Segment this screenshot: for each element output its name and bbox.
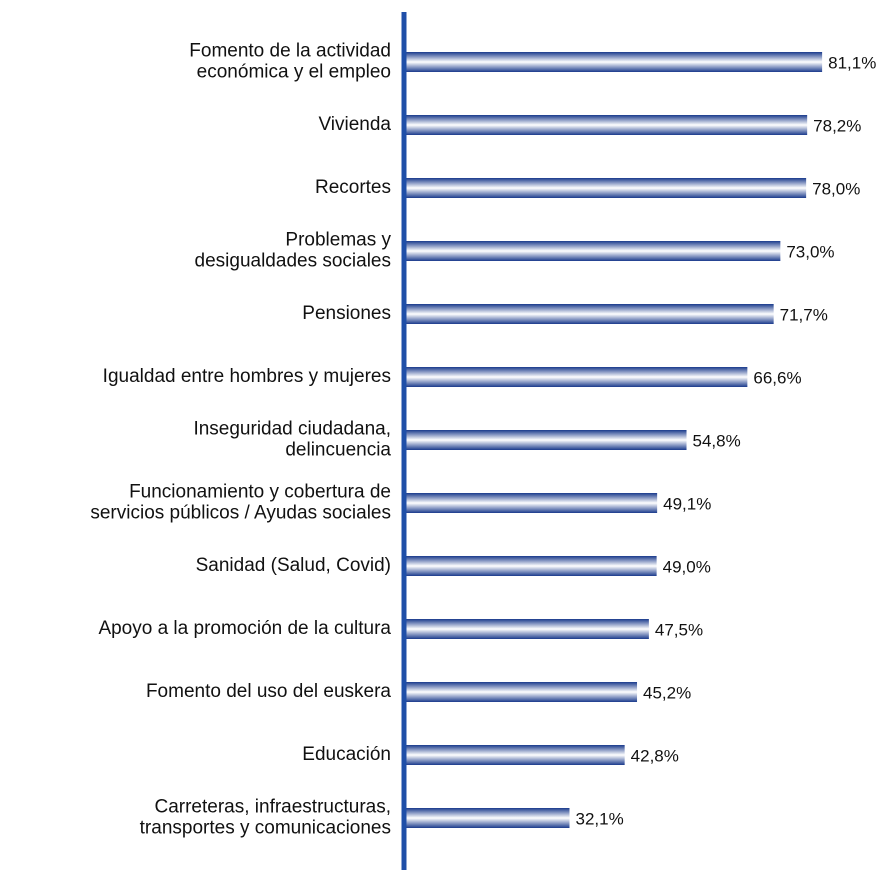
bar [404,430,687,450]
bar [404,808,570,828]
value-label: 54,8% [693,431,741,450]
bar [404,304,774,324]
bar [404,241,781,261]
value-label: 71,7% [780,305,828,324]
value-label: 45,2% [643,683,691,702]
bar [404,745,625,765]
bar [404,367,748,387]
value-label: 49,0% [663,557,711,576]
bar [404,493,658,513]
category-label: Sanidad (Salud, Covid) [196,555,391,576]
bar [404,682,638,702]
bar [404,52,823,72]
value-label: 66,6% [753,368,801,387]
category-label: Educación [302,744,391,765]
category-label: Igualdad entre hombres y mujeres [103,366,391,387]
value-label: 81,1% [828,53,876,72]
value-label: 32,1% [575,809,623,828]
value-label: 73,0% [786,242,834,261]
value-label: 47,5% [655,620,703,639]
value-label: 78,2% [813,116,861,135]
bar [404,115,808,135]
category-label: Pensiones [302,303,391,324]
category-label: Inseguridad ciudadana, delincuencia [193,419,391,461]
category-label: Fomento del uso del euskera [146,681,391,702]
category-label: Apoyo a la promoción de la cultura [98,618,391,639]
value-label: 42,8% [631,746,679,765]
category-label: Fomento de la actividad económica y el em… [189,41,391,83]
value-label: 49,1% [663,494,711,513]
bar [404,556,657,576]
value-label: 78,0% [812,179,860,198]
category-label: Recortes [315,177,391,198]
category-label: Vivienda [318,114,391,135]
category-label: Carreteras, infraestructuras, transportes… [140,797,391,839]
bar [404,178,807,198]
bar [404,619,649,639]
category-label: Funcionamiento y cobertura de servicios p… [90,482,391,524]
category-label: Problemas y desigualdades sociales [195,230,392,272]
